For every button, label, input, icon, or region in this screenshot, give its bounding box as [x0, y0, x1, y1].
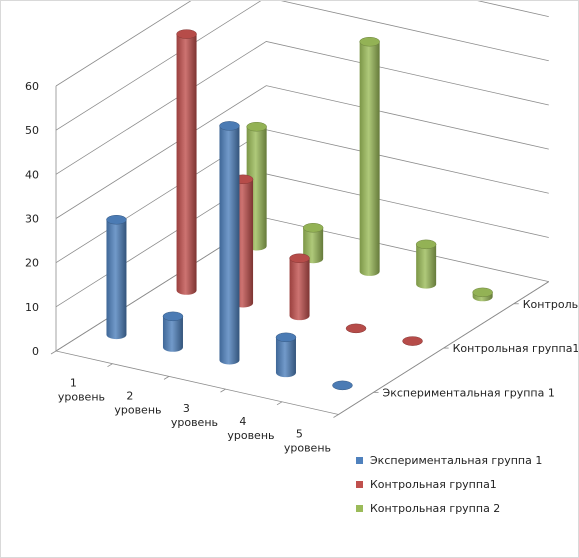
x-tick: [333, 414, 339, 418]
legend-label: Контрольная группа1: [370, 477, 497, 491]
x-tick-label: 5 уровень: [284, 428, 331, 455]
y-tick-label: 40: [25, 168, 39, 181]
bar: [402, 336, 423, 346]
y-tick-label: 50: [25, 124, 39, 137]
bar: [359, 36, 380, 276]
gridline: [55, 41, 549, 175]
x-tick-label: 1 уровень: [58, 377, 105, 404]
y-tick-label: 30: [25, 213, 39, 226]
x-tick: [163, 376, 170, 380]
bar: [302, 223, 324, 264]
legend-label: Экспериментальная группа 1: [370, 453, 543, 467]
y-tick-label: 60: [25, 80, 39, 93]
legend-label: Контрольная группа 2: [370, 501, 501, 515]
bars: [106, 29, 493, 391]
series-axis-label: Контрольная группа1: [453, 342, 579, 355]
x-tick: [276, 401, 283, 406]
x-tick: [50, 350, 57, 355]
y-tick-label: 20: [25, 257, 39, 270]
bar: [289, 253, 310, 321]
gridline: [55, 129, 549, 264]
bar: [176, 29, 197, 295]
x-tick: [107, 363, 113, 368]
x-tick-label: 3 уровень: [171, 402, 218, 429]
gridline: [55, 1, 549, 87]
bar: [415, 239, 437, 289]
bar: [275, 332, 297, 378]
series-axis-label: Экспериментальная группа 1: [383, 386, 555, 399]
y-tick-label: 10: [25, 301, 39, 314]
bar: [162, 311, 184, 352]
x-tick-label: 4 уровень: [227, 415, 274, 442]
bar: [472, 287, 493, 302]
x-tick-label: 2 уровень: [114, 389, 161, 416]
legend: Экспериментальная группа 1 Контрольная г…: [356, 448, 571, 520]
legend-swatch: [356, 456, 363, 464]
gridline: [55, 85, 549, 219]
legend-item: Экспериментальная группа 1: [356, 448, 571, 472]
bar: [106, 214, 127, 340]
axes: 0 10 20 30 40 50 60 1 уровень 2 уровень 3 уровень 4 ур…: [25, 80, 579, 455]
legend-swatch: [356, 504, 363, 512]
legend-item: Контрольная группа1: [356, 472, 571, 496]
y-tick-label: 0: [32, 345, 39, 358]
bar: [345, 323, 367, 334]
x-tick: [220, 388, 226, 393]
bar: [332, 380, 353, 391]
legend-swatch: [356, 480, 363, 488]
series-axis-label: Контрольная группа 2: [523, 298, 579, 311]
legend-item: Контрольная группа 2: [356, 496, 571, 520]
bar: [219, 121, 240, 365]
gridline: [55, 1, 549, 131]
